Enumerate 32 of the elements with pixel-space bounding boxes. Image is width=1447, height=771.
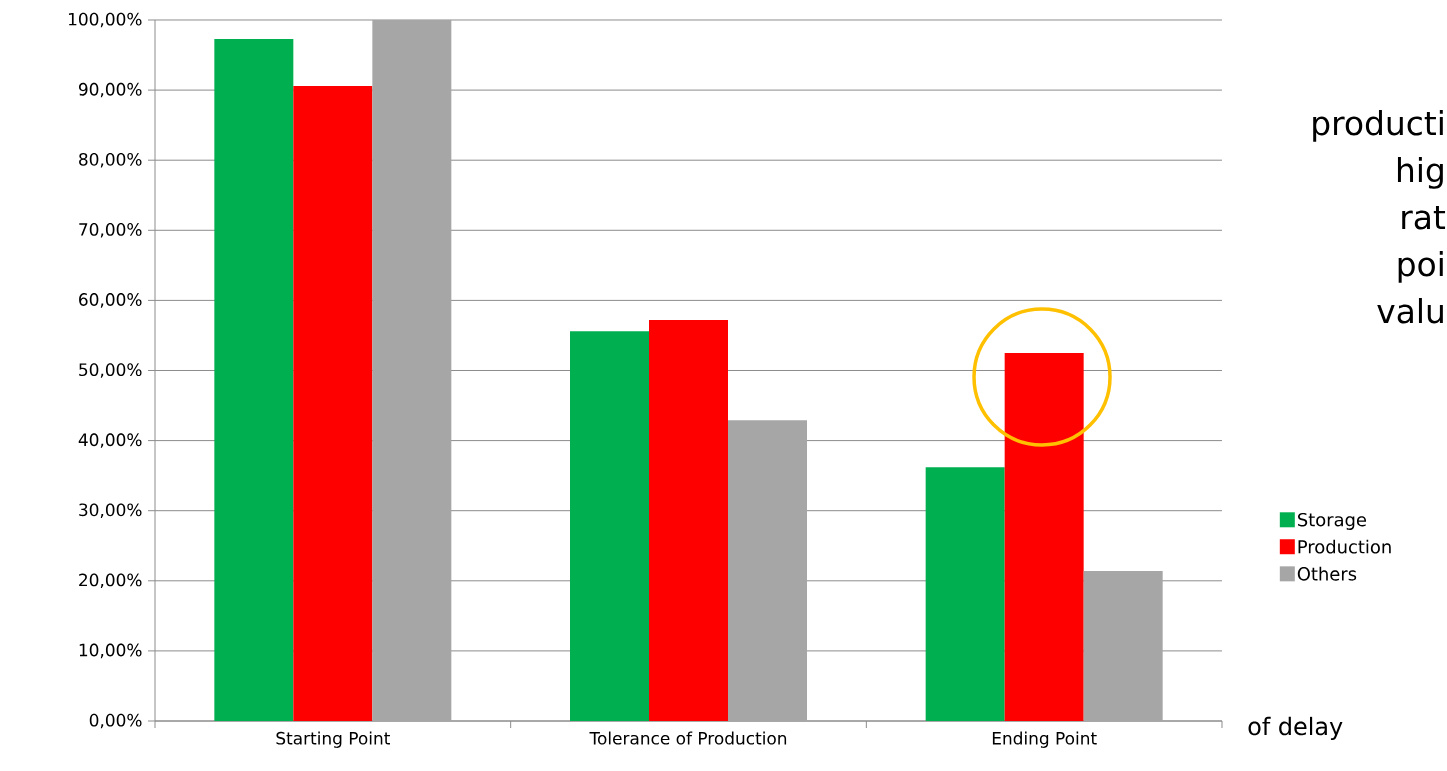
text: of delay [1248, 716, 1343, 740]
text: rat [1402, 205, 1446, 230]
legend-label: Production [1298, 539, 1391, 554]
bar [728, 420, 807, 721]
x-tick-label: Ending Point [992, 731, 1097, 748]
bar [1083, 570, 1163, 721]
bar [570, 331, 649, 721]
y-tick-label: 70,00% [79, 223, 142, 238]
y-tick-label: 60,00% [79, 293, 142, 308]
y-tick-label: 40,00% [78, 433, 142, 448]
y-tick-label: 90,00% [78, 82, 142, 98]
y-tick-label: 30,00% [79, 503, 142, 518]
y-tick-label: 100,00% [68, 12, 142, 28]
text: hig [1397, 157, 1443, 189]
y-tick-label: 80,00% [79, 152, 142, 168]
y-tick-label: 10,00% [79, 643, 142, 659]
x-tick-label: Starting Point [276, 731, 390, 748]
bar [1004, 352, 1084, 721]
y-tick-label: 20,00% [79, 573, 142, 589]
bar [649, 320, 728, 721]
y-tick-label: 50,00% [79, 363, 142, 378]
x-tick-label: Tolerance of Production [589, 731, 787, 745]
bar [372, 19, 452, 721]
text: producti [1313, 110, 1443, 142]
legend-label: Storage [1297, 512, 1367, 530]
bar [293, 85, 373, 721]
text: valu [1377, 298, 1443, 324]
y-tick-label: 0,00% [89, 713, 142, 729]
text: poi [1398, 251, 1443, 283]
bar [214, 38, 294, 721]
bar [925, 467, 1005, 721]
legend-label: Others [1297, 566, 1357, 581]
